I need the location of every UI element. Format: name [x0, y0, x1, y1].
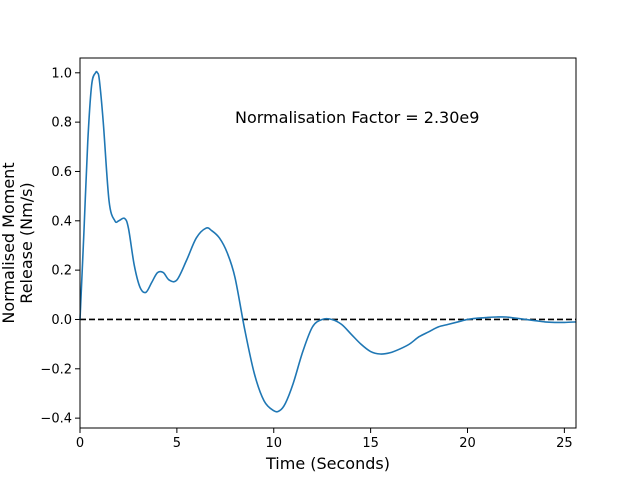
x-tick-label: 25 [556, 436, 573, 451]
y-tick-label: 0.0 [51, 313, 72, 328]
tick-group: 0 5 10 15 20 25 −0.4 −0.2 0.0 0.2 0.4 0.6 0.8 1.0 [40, 66, 572, 451]
x-tick-label: 15 [362, 436, 379, 451]
y-axis-label-line-2: Release (Nm/s) [17, 182, 36, 303]
plot-background [80, 58, 576, 428]
y-tick-label: −0.4 [40, 412, 72, 427]
y-axis-label: Normalised MomentRelease (Nm/s) [0, 162, 36, 323]
y-tick-label: 0.8 [51, 116, 72, 131]
y-tick-label: 0.4 [51, 214, 72, 229]
moment-release-line [79, 70, 577, 413]
y-tick-label: 1.0 [51, 66, 72, 81]
plot-frame [79, 57, 577, 429]
x-tick-label: 5 [173, 436, 181, 451]
x-tick-label: 0 [76, 436, 84, 451]
y-axis-label-line-1: Normalised Moment [0, 162, 18, 323]
normalisation-annotation: Normalisation Factor = 2.30e9 [235, 108, 479, 127]
y-tick-label: −0.2 [40, 362, 72, 377]
x-tick-label: 10 [265, 436, 282, 451]
x-axis-label: Time (Seconds) [265, 454, 390, 473]
y-tick-label: 0.2 [51, 264, 72, 279]
x-tick-label: 20 [459, 436, 476, 451]
y-tick-label: 0.6 [51, 165, 72, 180]
